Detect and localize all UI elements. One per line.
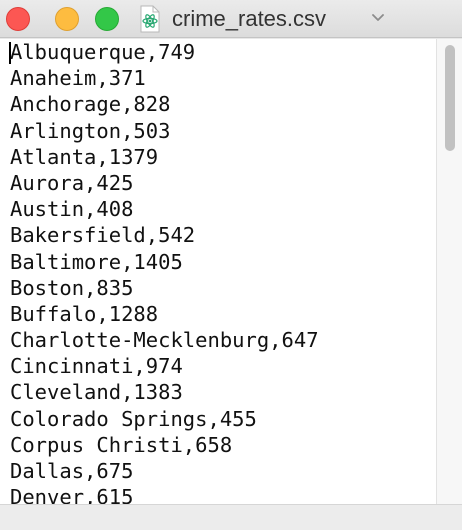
text-line[interactable]: Colorado Springs,455 (10, 406, 257, 431)
zoom-button[interactable] (95, 7, 119, 31)
text-line[interactable]: Anchorage,828 (10, 92, 171, 117)
window-title: crime_rates.csv (172, 6, 327, 31)
scrollbar-thumb[interactable] (445, 45, 455, 151)
text-line[interactable]: Boston,835 (10, 275, 134, 300)
window-bottom-edge (0, 504, 462, 530)
vertical-scrollbar[interactable] (436, 39, 462, 504)
text-cursor (9, 42, 11, 64)
close-button[interactable] (6, 7, 30, 31)
text-line[interactable]: Cincinnati,974 (10, 354, 183, 379)
text-line[interactable]: Albuquerque,749 (10, 40, 196, 64)
text-line[interactable]: Charlotte-Mecklenburg,647 (10, 328, 319, 353)
text-line[interactable]: Baltimore,1405 (10, 249, 183, 274)
text-line[interactable]: Corpus Christi,658 (10, 432, 233, 457)
text-editor[interactable]: Albuquerque,749 Anaheim,371 Anchorage,82… (0, 39, 436, 504)
title-bar[interactable]: crime_rates.csv (0, 0, 462, 38)
text-line[interactable]: Arlington,503 (10, 118, 171, 143)
text-line[interactable]: Aurora,425 (10, 170, 134, 195)
text-line[interactable]: Denver,615 (10, 485, 134, 504)
text-line[interactable]: Dallas,675 (10, 459, 134, 483)
text-line[interactable]: Atlanta,1379 (10, 144, 159, 169)
atom-icon (140, 5, 160, 33)
chevron-down-icon[interactable] (370, 11, 386, 25)
text-line[interactable]: Cleveland,1383 (10, 380, 183, 405)
text-line[interactable]: Austin,408 (10, 197, 134, 222)
text-line[interactable]: Bakersfield,542 (10, 223, 196, 248)
minimize-button[interactable] (55, 7, 79, 31)
text-lines: Albuquerque,749 Anaheim,371 Anchorage,82… (10, 39, 319, 504)
text-line[interactable]: Buffalo,1288 (10, 301, 159, 326)
text-line[interactable]: Anaheim,371 (10, 66, 146, 91)
